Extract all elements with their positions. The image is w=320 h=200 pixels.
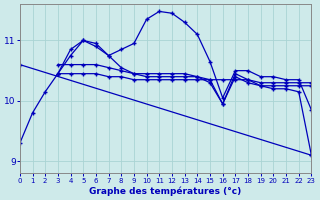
X-axis label: Graphe des températures (°c): Graphe des températures (°c): [90, 186, 242, 196]
